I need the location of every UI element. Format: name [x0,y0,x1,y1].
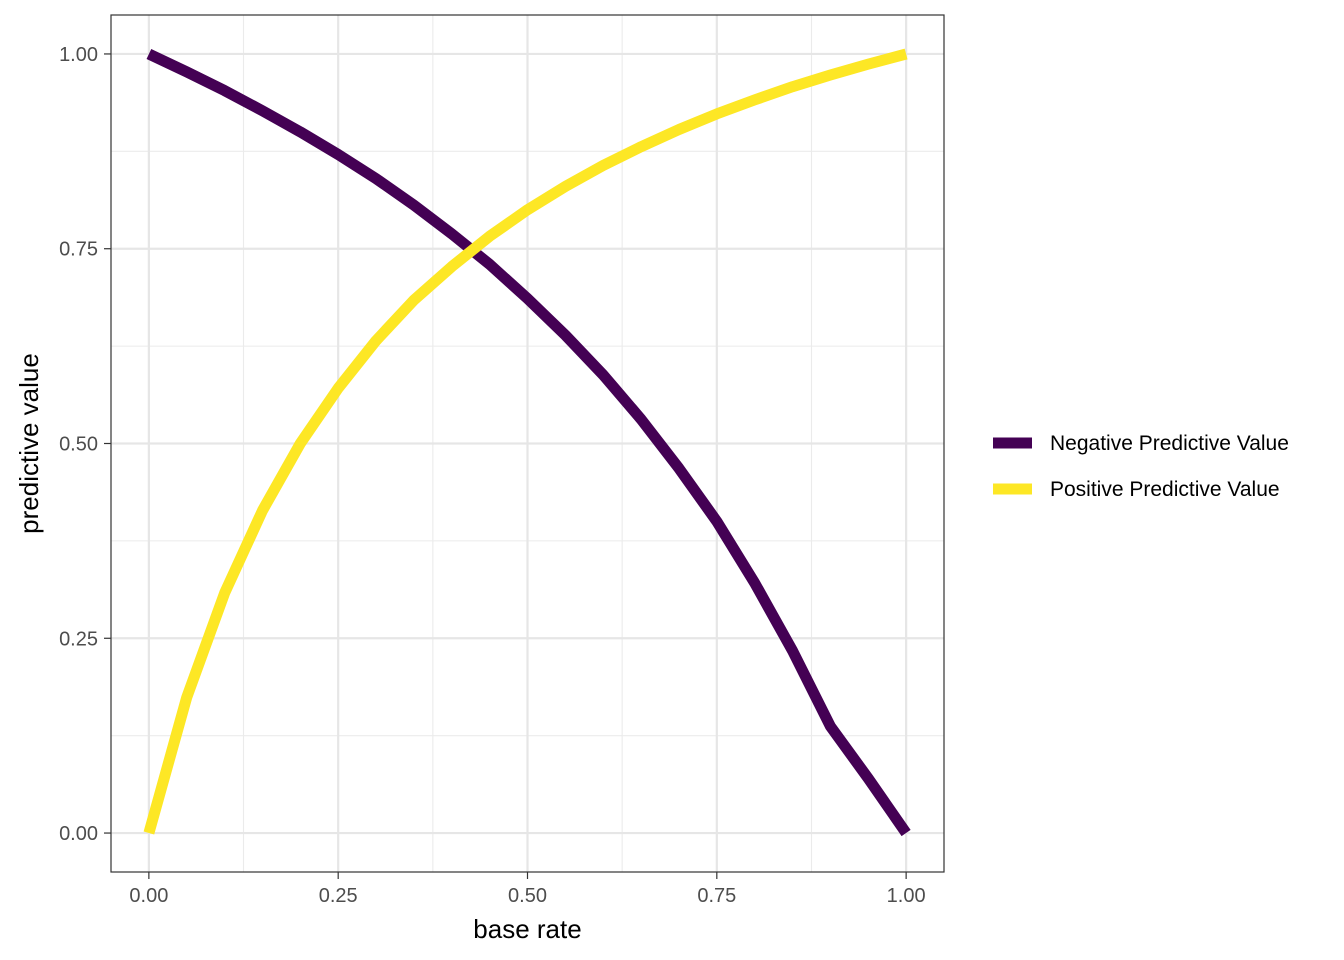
series-line-0 [146,49,911,837]
y-tick-label: 0.25 [59,628,98,650]
y-tick-label: 0.75 [59,239,98,261]
x-tick-label: 0.50 [508,885,547,907]
x-tick-label: 1.00 [887,885,926,907]
y-axis: 0.00 0.25 0.50 0.75 1.00 [59,44,111,845]
y-tick-label: 0.50 [59,434,98,456]
legend-label-0: Negative Predictive Value [1050,432,1289,455]
y-axis-title: predictive value [14,353,44,534]
y-tick-label: 1.00 [59,44,98,66]
x-tick-label: 0.25 [319,885,358,907]
y-tick-label: 0.00 [59,823,98,845]
legend: Negative Predictive Value Positive Predic… [993,432,1289,501]
series-layer [143,48,911,837]
x-axis: 0.00 0.25 0.50 0.75 1.00 [129,872,926,907]
x-tick-label: 0.00 [129,885,168,907]
series-line-1 [143,48,908,835]
x-axis-title: base rate [473,914,581,944]
legend-label-1: Positive Predictive Value [1050,478,1280,501]
x-tick-label: 0.75 [697,885,736,907]
